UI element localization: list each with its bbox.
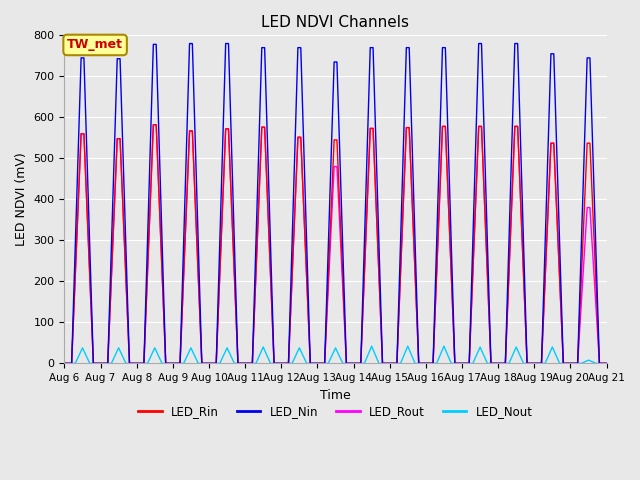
Line: LED_Nout: LED_Nout (65, 346, 607, 363)
LED_Rout (159, 294, 167, 300)
LED_Nout (603, 360, 611, 366)
LED_Rout (506, 237, 514, 243)
Text: TW_met: TW_met (67, 38, 123, 51)
LED_Rin (603, 360, 611, 366)
LED_Nin (603, 360, 611, 366)
LED_Nin (268, 280, 275, 286)
LED_Rin (159, 294, 167, 300)
LED_Nin (386, 360, 394, 366)
Line: LED_Nin: LED_Nin (65, 44, 607, 363)
LED_Rout (465, 360, 473, 366)
Title: LED NDVI Channels: LED NDVI Channels (262, 15, 410, 30)
LED_Nout (61, 360, 68, 366)
LED_Rin (413, 323, 421, 328)
LED_Nout (159, 360, 166, 366)
LED_Rin (386, 360, 394, 366)
LED_Rout (268, 300, 275, 306)
Legend: LED_Rin, LED_Nin, LED_Rout, LED_Nout: LED_Rin, LED_Nin, LED_Rout, LED_Nout (134, 401, 538, 423)
LED_Rin (465, 360, 473, 366)
LED_Nin (186, 41, 193, 47)
LED_Nout (506, 358, 514, 363)
LED_Rout (413, 323, 421, 328)
LED_Rout (603, 360, 611, 366)
Line: LED_Rout: LED_Rout (65, 125, 607, 363)
Line: LED_Rin: LED_Rin (65, 125, 607, 363)
LED_Nin (159, 268, 166, 274)
LED_Nin (61, 360, 68, 366)
X-axis label: Time: Time (320, 389, 351, 402)
LED_Rout (61, 360, 68, 366)
LED_Rin (61, 360, 68, 366)
LED_Rout (386, 360, 394, 366)
LED_Nout (404, 343, 412, 349)
LED_Nin (413, 310, 421, 315)
LED_Nout (413, 360, 421, 366)
LED_Rin (150, 122, 157, 128)
LED_Rin (506, 237, 514, 243)
Y-axis label: LED NDVI (mV): LED NDVI (mV) (15, 153, 28, 246)
LED_Nin (465, 360, 473, 366)
LED_Rout (150, 122, 157, 128)
LED_Nout (386, 360, 394, 366)
LED_Rin (268, 300, 275, 306)
LED_Nin (506, 194, 514, 200)
LED_Nout (465, 360, 473, 366)
LED_Nout (268, 360, 275, 366)
